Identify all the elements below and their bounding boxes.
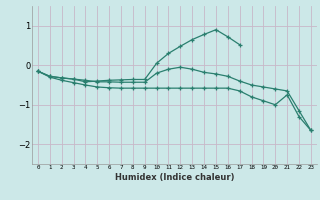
X-axis label: Humidex (Indice chaleur): Humidex (Indice chaleur): [115, 173, 234, 182]
